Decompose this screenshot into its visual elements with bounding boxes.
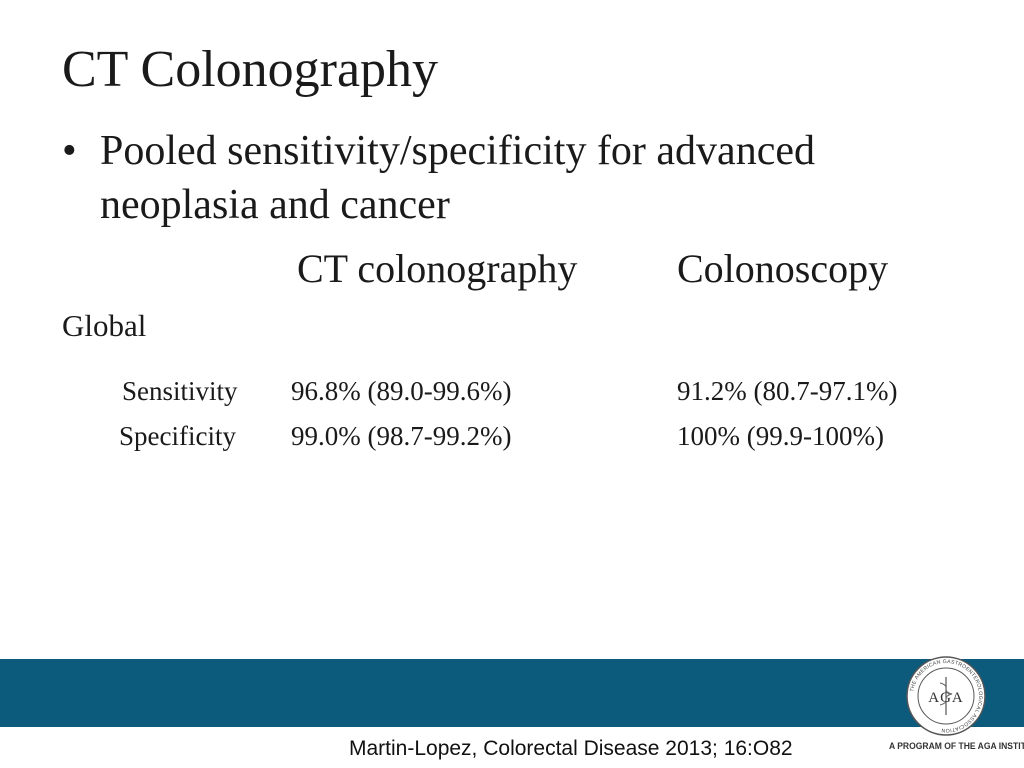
bullet-text: Pooled sensitivity/specificity for advan…	[100, 128, 815, 228]
row-label-sensitivity: Sensitivity	[122, 376, 238, 406]
slide-title: CT Colonography	[62, 41, 439, 98]
svg-text:AGA: AGA	[928, 690, 964, 706]
column-header-ct-colonography: CT colonography	[297, 246, 578, 291]
cell-sensitivity-colonoscopy: 91.2% (80.7-97.1%)	[677, 376, 898, 406]
cell-specificity-ct: 99.0% (98.7-99.2%)	[291, 421, 512, 451]
bullet-item: • Pooled sensitivity/specificity for adv…	[62, 124, 962, 232]
section-label-global: Global	[62, 308, 147, 343]
cell-sensitivity-ct: 96.8% (89.0-99.6%)	[291, 376, 512, 406]
column-header-colonoscopy: Colonoscopy	[677, 246, 889, 291]
logo-tagline: A PROGRAM OF THE AGA INSTITUTE	[889, 741, 1024, 752]
cell-specificity-colonoscopy: 100% (99.9-100%)	[677, 421, 884, 451]
citation: Martin-Lopez, Colorectal Disease 2013; 1…	[349, 737, 793, 760]
bullet-dot-icon: •	[62, 128, 77, 174]
aga-seal-logo: THE AMERICAN GASTROENTEROLOGICAL ASSOCIA…	[906, 656, 986, 736]
row-label-specificity: Specificity	[119, 421, 236, 451]
footer-band	[0, 659, 1024, 727]
